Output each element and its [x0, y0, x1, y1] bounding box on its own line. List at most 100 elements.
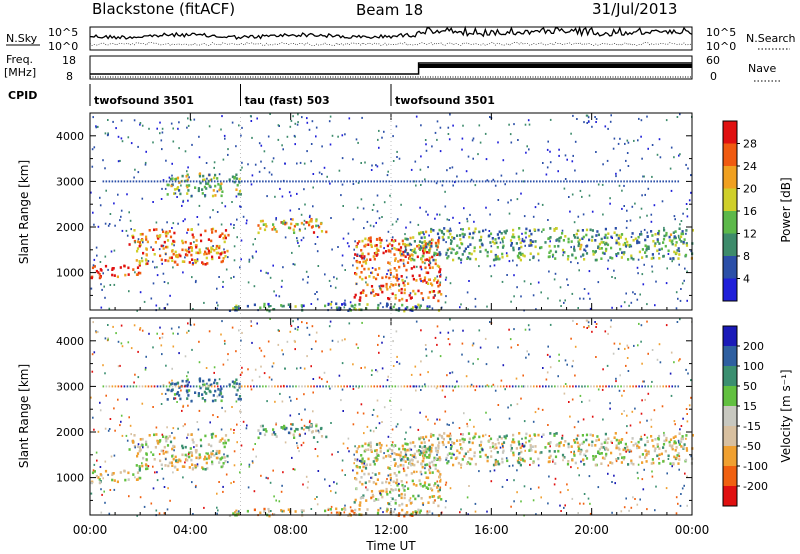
noise-left-tick-bottom: 10^0 [48, 40, 78, 53]
velocity-cell [296, 442, 298, 445]
power-cell [100, 306, 103, 309]
power-cell [484, 180, 487, 183]
velocity-cell [128, 495, 130, 498]
velocity-cell [528, 328, 531, 331]
power-cell [198, 180, 201, 183]
power-cell [517, 139, 519, 141]
power-cell [493, 242, 496, 245]
velocity-cell [245, 427, 248, 430]
power-cell [413, 265, 416, 269]
velocity-cell [561, 434, 564, 437]
velocity-cell [614, 385, 616, 388]
velocity-cell [673, 455, 676, 459]
velocity-cell [437, 445, 440, 448]
power-cell [385, 285, 388, 289]
power-cell [286, 180, 288, 183]
power-cell [410, 243, 413, 246]
velocity-cell [620, 461, 623, 464]
power-cell [253, 303, 256, 307]
velocity-cell [356, 447, 359, 450]
power-cell [162, 180, 165, 183]
power-cell [171, 250, 174, 253]
velocity-cell [617, 385, 619, 388]
velocity-cell [104, 469, 108, 473]
power-cell [420, 231, 423, 234]
velocity-cell [201, 393, 204, 396]
velocity-cell [204, 399, 207, 402]
power-cell [567, 255, 570, 258]
power-cell [315, 219, 318, 223]
velocity-cell [235, 393, 238, 396]
power-cell [424, 266, 427, 270]
power-cell [428, 266, 432, 270]
power-cell [372, 276, 375, 279]
power-cell [370, 245, 373, 248]
velocity-cell [383, 406, 386, 409]
power-cell [430, 242, 433, 245]
power-cell [418, 232, 421, 236]
power-cell [442, 232, 445, 236]
power-cell [352, 264, 354, 267]
velocity-cell [524, 328, 527, 331]
power-cell [579, 247, 582, 251]
power-cell [369, 258, 372, 261]
velocity-cell [227, 438, 230, 442]
velocity-cell [432, 495, 436, 498]
velocity-cell [542, 433, 545, 436]
velocity-cell [592, 458, 595, 461]
power-cell [162, 247, 165, 250]
power-cell [566, 278, 568, 281]
velocity-cell [549, 355, 551, 358]
velocity-cell [171, 447, 174, 451]
velocity-cell [435, 449, 438, 453]
velocity-cell [198, 377, 202, 380]
velocity-cell [552, 460, 554, 463]
velocity-cell [413, 456, 415, 459]
velocity-cell [406, 448, 409, 452]
power-cell [490, 245, 493, 248]
velocity-cell [366, 488, 369, 492]
power-cell [516, 286, 518, 289]
power-cell [337, 180, 339, 183]
power-cell [303, 219, 306, 222]
power-cell [161, 127, 164, 130]
power-cell [497, 257, 500, 261]
velocity-cell [598, 452, 601, 455]
power-cell [558, 236, 561, 240]
velocity-cell [595, 439, 598, 442]
power-cell [216, 307, 218, 310]
velocity-cell [378, 334, 380, 337]
power-cell [388, 276, 391, 280]
power-cell [592, 253, 595, 256]
velocity-cell [641, 362, 643, 365]
velocity-cell [410, 448, 413, 451]
power-cell [460, 228, 462, 231]
velocity-cell [603, 441, 606, 444]
velocity-cell [187, 322, 189, 325]
velocity-cell [615, 380, 617, 383]
velocity-cell [386, 478, 388, 480]
velocity-cell [108, 428, 111, 430]
power-cell [166, 303, 169, 306]
velocity-cell [415, 511, 419, 514]
power-cell [275, 230, 278, 233]
velocity-cell [158, 512, 161, 515]
velocity-cell [210, 452, 213, 456]
velocity-cell [178, 394, 181, 397]
velocity-cell [272, 469, 274, 472]
power-cell [403, 264, 406, 268]
power-cell [682, 241, 685, 244]
velocity-cell [137, 350, 139, 353]
power-cell [413, 249, 416, 253]
velocity-cell [523, 445, 525, 448]
power-cell [228, 178, 231, 181]
velocity-cell [468, 457, 471, 460]
velocity-cell [233, 382, 236, 385]
power-cell [117, 135, 120, 138]
velocity-cell [566, 483, 568, 486]
velocity-cell [364, 467, 368, 470]
power-cell [542, 162, 544, 164]
power-cell [662, 255, 665, 258]
velocity-cell [418, 445, 422, 448]
power-cell [669, 257, 672, 260]
